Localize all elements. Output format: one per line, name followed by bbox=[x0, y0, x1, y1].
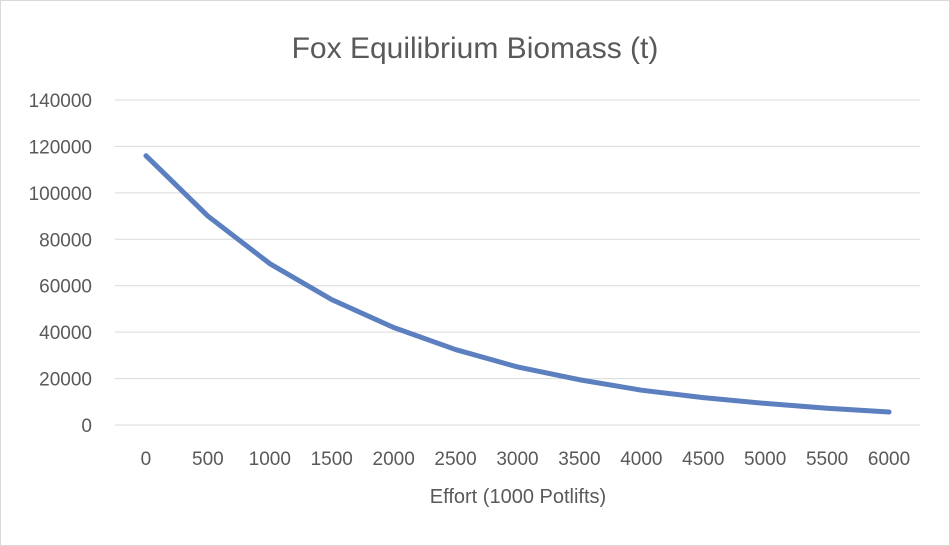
x-tick-label: 5500 bbox=[806, 449, 848, 470]
x-axis-ticks: 0 500 1000 1500 2000 2500 3000 3500 4000 4500 5000… bbox=[141, 449, 911, 470]
x-tick-label: 500 bbox=[192, 449, 224, 470]
y-tick-label: 0 bbox=[81, 416, 92, 437]
x-tick-label: 4000 bbox=[620, 449, 662, 470]
x-tick-label: 5000 bbox=[744, 449, 786, 470]
gridlines bbox=[115, 99, 920, 426]
y-tick-label: 20000 bbox=[39, 370, 92, 391]
x-tick-label: 2000 bbox=[373, 449, 415, 470]
y-axis-ticks: 0 20000 40000 60000 80000 100000 120000 140000 bbox=[29, 91, 92, 437]
y-tick-label: 60000 bbox=[39, 277, 92, 298]
series-layer bbox=[143, 153, 892, 415]
y-tick-label: 80000 bbox=[39, 230, 92, 251]
x-tick-label: 2500 bbox=[434, 449, 476, 470]
y-tick-label: 100000 bbox=[29, 184, 92, 205]
series-line bbox=[143, 153, 892, 415]
x-tick-label: 1000 bbox=[249, 449, 291, 470]
x-axis-title: Effort (1000 Potlifts) bbox=[430, 486, 606, 508]
y-tick-label: 120000 bbox=[29, 137, 92, 158]
x-tick-label: 0 bbox=[141, 449, 152, 470]
y-tick-label: 140000 bbox=[29, 91, 92, 112]
x-tick-label: 4500 bbox=[682, 449, 724, 470]
x-tick-label: 3000 bbox=[496, 449, 538, 470]
x-tick-label: 1500 bbox=[311, 449, 353, 470]
x-tick-label: 3500 bbox=[558, 449, 600, 470]
y-tick-label: 40000 bbox=[39, 323, 92, 344]
x-tick-label: 6000 bbox=[868, 449, 910, 470]
chart-title: Fox Equilibrium Biomass (t) bbox=[292, 32, 659, 65]
